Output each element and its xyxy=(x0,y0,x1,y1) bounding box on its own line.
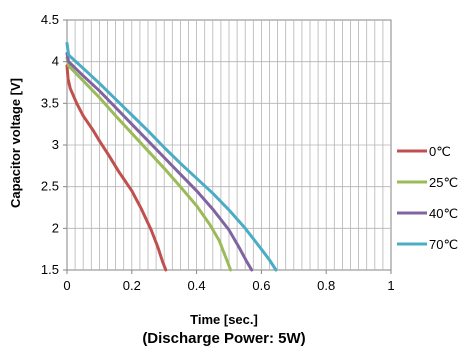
series-line-4 xyxy=(65,41,278,272)
y-tick-label: 3.5 xyxy=(41,95,59,110)
x-tick-label: 0.6 xyxy=(252,278,270,293)
x-tick-label: 0 xyxy=(63,278,70,293)
legend-label-2: 25℃ xyxy=(429,175,458,190)
legend-label-4: 70℃ xyxy=(429,237,458,252)
y-tick-label: 3 xyxy=(52,137,59,152)
x-axis-label: Time [sec.] xyxy=(190,312,258,327)
x-tick-label: 0.8 xyxy=(317,278,335,293)
x-tick-label: 1 xyxy=(387,278,394,293)
legend-label-3: 40℃ xyxy=(429,206,458,221)
series-lines xyxy=(65,41,278,272)
x-tick-label: 0.2 xyxy=(123,278,141,293)
series-line-1 xyxy=(65,64,168,272)
y-axis-label: Capacitor voltage [V] xyxy=(8,78,23,208)
legend-label-1: 0℃ xyxy=(429,144,451,159)
y-tick-label: 2 xyxy=(52,220,59,235)
y-tick-label: 4 xyxy=(52,54,59,69)
y-tick-label: 1.5 xyxy=(41,262,59,277)
x-tick-label: 0.4 xyxy=(188,278,206,293)
legend: 0℃ 25℃ 40℃ 70℃ xyxy=(397,144,458,252)
y-tick-label: 2.5 xyxy=(41,179,59,194)
series-line-2 xyxy=(65,56,233,272)
chart-subtitle: (Discharge Power: 5W) xyxy=(142,330,305,347)
y-tick-label: 4.5 xyxy=(41,12,59,27)
axes: 0 0.2 0.4 0.6 0.8 1 1.5 2 2.5 3 3.5 4 4.5 xyxy=(41,12,395,293)
series-line-3 xyxy=(65,51,254,272)
